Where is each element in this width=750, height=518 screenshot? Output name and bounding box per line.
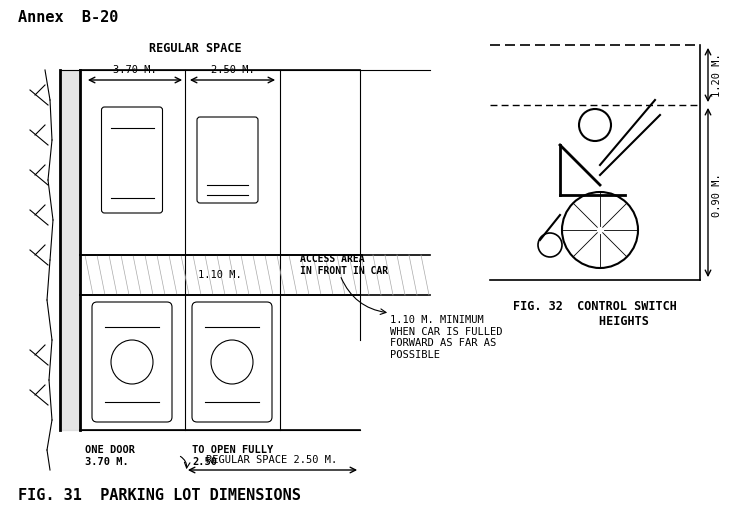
FancyBboxPatch shape [101,107,163,213]
Text: REGULAR SPACE: REGULAR SPACE [148,42,242,55]
Text: ONE DOOR
3.70 M.: ONE DOOR 3.70 M. [85,445,135,467]
Text: 1.20 M.: 1.20 M. [712,53,722,97]
FancyBboxPatch shape [197,117,258,203]
Text: 1.10 M.: 1.10 M. [198,270,242,280]
Ellipse shape [211,340,253,384]
Text: 0.90 M.: 0.90 M. [712,173,722,217]
Text: REGULAR SPACE 2.50 M.: REGULAR SPACE 2.50 M. [206,455,338,465]
FancyBboxPatch shape [192,302,272,422]
Text: FIG. 31  PARKING LOT DIMENSIONS: FIG. 31 PARKING LOT DIMENSIONS [18,488,301,503]
Ellipse shape [111,340,153,384]
Text: 2.50 M.: 2.50 M. [211,65,255,75]
Text: TO OPEN FULLY
2.50: TO OPEN FULLY 2.50 [192,445,273,467]
Text: FIG. 32  CONTROL SWITCH
        HEIGHTS: FIG. 32 CONTROL SWITCH HEIGHTS [513,300,677,328]
Text: Annex  B-20: Annex B-20 [18,10,118,25]
Text: 3.70 M.: 3.70 M. [113,65,157,75]
FancyBboxPatch shape [92,302,172,422]
Text: ACCESS AREA
IN FRONT IN CAR: ACCESS AREA IN FRONT IN CAR [300,254,388,276]
Text: 1.10 M. MINIMUM
WHEN CAR IS FULLED
FORWARD AS FAR AS
POSSIBLE: 1.10 M. MINIMUM WHEN CAR IS FULLED FORWA… [390,315,502,360]
